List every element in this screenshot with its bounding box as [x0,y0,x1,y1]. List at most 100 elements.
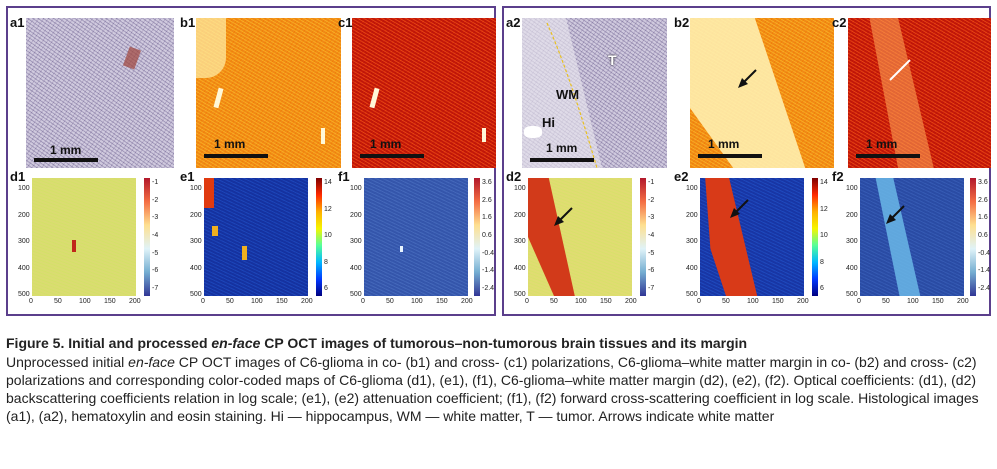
x-tick-d1: 200 [129,298,141,305]
label-f1: f1 [338,169,350,184]
label-e1: e1 [180,169,195,184]
panel-a1-histology [26,18,174,168]
vessel-mark [122,46,142,70]
colorbar-tick-d2: -4 [648,232,655,239]
colorbar-tick-f2: 3.6 [978,179,988,186]
scale-bar-a2 [530,158,594,162]
y-tick-f1: 100 [350,185,362,192]
label-b2: b2 [674,15,690,30]
y-tick-f2: 200 [846,211,858,219]
x-tick-d2: 50 [550,298,558,305]
y-tick-f2: 400 [846,264,858,272]
colorbar-d1 [144,178,150,296]
colorbar-tick-f2: -1.4 [978,267,991,275]
colorbar-tick-f1: -0.4 [482,249,495,257]
panel-a2-histology [522,18,667,168]
scale-bar-c2 [856,154,920,158]
colorbar-e2 [812,178,818,296]
annotation-white-matter: WM [556,87,580,102]
y-tick-f1: 200 [350,211,362,219]
y-tick-f1: 500 [350,291,362,298]
colorbar-tick-e1: 10 [324,232,332,239]
arrow-b2 [738,69,757,88]
x-tick-d1: 150 [104,298,116,305]
colorbar-tick-d2: -3 [648,214,655,222]
y-tick-e1: 400 [190,264,202,272]
scale-bar-b1 [204,154,268,158]
x-tick-f2: 0 [857,298,861,305]
x-tick-d2: 150 [600,298,612,305]
colorbar-tick-d1: -6 [152,267,159,275]
label-d2: d2 [506,169,522,184]
hippocampus-mark [524,126,542,138]
caption-body: Unprocessed initial en-face CP OCT image… [6,354,979,424]
label-a2: a2 [506,15,521,30]
y-tick-e2: 300 [686,238,698,245]
x-tick-f2: 150 [932,298,944,305]
scale-label-a2: 1 mm [546,141,578,155]
y-tick-d2: 100 [514,185,526,192]
x-tick-f1: 100 [411,298,423,305]
colorbar-d2 [640,178,646,296]
colorbar-tick-d1: -4 [152,232,159,239]
colorbar-tick-f1: -1.4 [482,267,495,275]
y-tick-e1: 100 [190,185,202,192]
margin-line [546,22,598,168]
y-tick-f1: 400 [350,264,362,272]
scale-label-c1: 1 mm [370,137,402,151]
y-tick-e1: 500 [190,291,202,298]
x-tick-e1: 0 [201,298,205,305]
y-tick-d1: 400 [18,264,30,272]
x-tick-f1: 150 [436,298,448,305]
y-tick-d1: 300 [18,238,30,245]
colorbar-tick-d1: -7 [152,285,159,292]
colorbar-tick-e2: 6 [820,285,824,292]
x-tick-f1: 0 [361,298,365,305]
x-tick-e1: 200 [301,298,313,305]
x-tick-f2: 200 [957,298,969,305]
colorbar-tick-f1: -2.4 [482,285,495,292]
figure-group-glioma: a1 1 mm b1 1 mm c1 1 mm d1 e1 f1 100 200 3… [6,6,496,316]
arrow-e2 [730,199,749,218]
colorbar-tick-d1: -3 [152,214,159,222]
x-tick-e2: 50 [722,298,730,305]
scale-bar-c1 [360,154,424,158]
colorbar-tick-d1: -5 [152,249,159,257]
y-tick-f2: 500 [846,291,858,298]
x-tick-d1: 50 [54,298,62,305]
y-tick-d2: 500 [514,291,526,298]
scale-label-b1: 1 mm [214,137,246,151]
figure-caption: Figure 5. Initial and processed en-face … [6,334,990,425]
map-f2-forward-scattering [860,178,964,296]
colorbar-tick-d2: -7 [648,285,655,292]
y-tick-f2: 100 [846,185,858,192]
colorbar-tick-e1: 8 [324,258,328,266]
colorbar-tick-e2: 14 [820,179,828,186]
map-f1-forward-scattering [364,178,468,296]
y-tick-e2: 100 [686,185,698,192]
colorbar-tick-f2: 2.6 [978,196,988,204]
label-f2: f2 [832,169,844,184]
colorbar-tick-f1: 0.6 [482,232,492,239]
label-a1: a1 [10,15,25,30]
colorbar-tick-e1: 14 [324,179,332,186]
y-tick-d2: 300 [514,238,526,245]
x-tick-e2: 150 [772,298,784,305]
x-tick-e2: 200 [797,298,809,305]
x-tick-f1: 200 [461,298,473,305]
caption-title: Figure 5. Initial and processed en-face … [6,335,748,351]
x-tick-f1: 50 [386,298,394,305]
x-tick-f2: 100 [907,298,919,305]
map-e1-attenuation [204,178,308,296]
x-tick-d1: 100 [79,298,91,305]
y-tick-f2: 300 [846,238,858,245]
colorbar-tick-e1: 12 [324,205,332,213]
panel-b1-co-polarization [196,18,341,168]
figure-group-margin: a2 T WM Hi 1 mm b2 1 mm c2 1 mm d2 e2 [502,6,991,316]
y-tick-d1: 100 [18,185,30,192]
x-tick-d2: 100 [575,298,587,305]
panel-c1-cross-polarization [352,18,496,168]
scale-bar-a1 [34,158,98,162]
y-tick-d1: 200 [18,211,30,219]
arrow-c2 [889,59,911,81]
